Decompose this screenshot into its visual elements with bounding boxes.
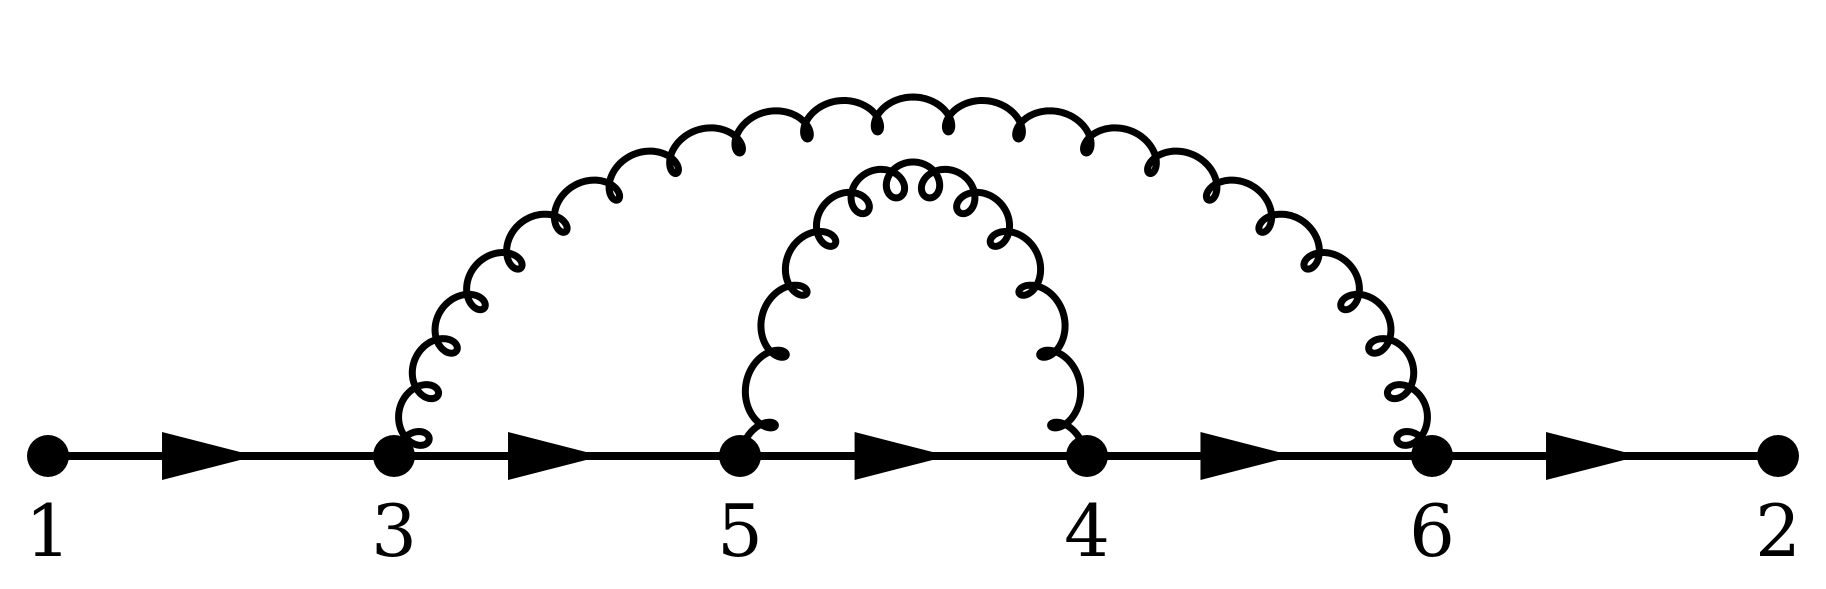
vertex-dot-5 bbox=[719, 435, 761, 477]
vertex-label-5: 5 bbox=[717, 489, 763, 573]
vertex-label-4: 4 bbox=[1064, 489, 1110, 573]
fermion-arrow-v4-v6 bbox=[1200, 432, 1279, 480]
vertex-label-1: 1 bbox=[25, 489, 71, 573]
fermion-arrow-v6-v2 bbox=[1546, 432, 1625, 480]
vertex-dot-3 bbox=[373, 435, 415, 477]
fermion-arrow-v1-v3 bbox=[162, 432, 241, 480]
vertex-dot-2 bbox=[1757, 435, 1799, 477]
vertex-label-3: 3 bbox=[371, 489, 417, 573]
photon-line-v3-v6 bbox=[390, 93, 1436, 466]
vertex-dot-1 bbox=[27, 435, 69, 477]
vertex-labels: 1 3 5 4 6 2 bbox=[25, 489, 1801, 573]
photon-lines bbox=[390, 93, 1436, 466]
vertex-dot-6 bbox=[1411, 435, 1453, 477]
photon-line-v5-v4 bbox=[736, 158, 1090, 466]
fermion-arrows bbox=[162, 432, 1625, 480]
vertex-label-2: 2 bbox=[1755, 489, 1801, 573]
fermion-arrow-v3-v5 bbox=[508, 432, 587, 480]
vertex-dot-4 bbox=[1066, 435, 1108, 477]
fermion-arrow-v5-v4 bbox=[854, 432, 933, 480]
vertex-label-6: 6 bbox=[1409, 489, 1455, 573]
vertices bbox=[27, 435, 1799, 477]
